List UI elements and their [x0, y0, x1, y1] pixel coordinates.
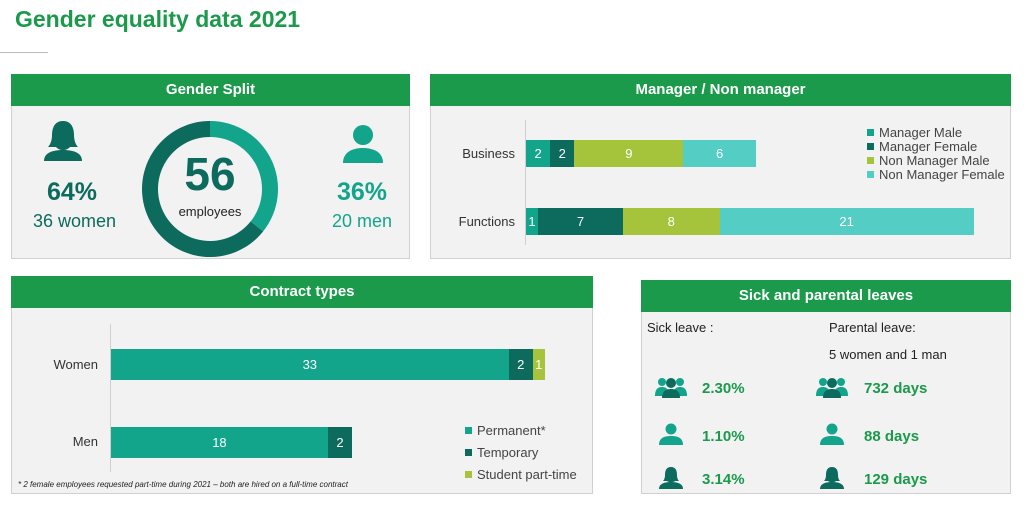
- bar-segment-manager-female: 2: [550, 140, 575, 167]
- contract-footnote: * 2 female employees requested part-time…: [18, 480, 348, 489]
- manager-legend: Manager Male Manager Female Non Manager Ma…: [867, 125, 1012, 185]
- contract-bar-row: 18 2: [111, 427, 551, 458]
- bar-segment-temporary: 2: [508, 349, 533, 380]
- employee-total-label: employees: [178, 204, 242, 219]
- legend-swatch: [867, 157, 874, 165]
- female-person-icon: [659, 467, 683, 489]
- legend-label: Manager Female: [879, 139, 978, 154]
- group-icon: [816, 378, 848, 398]
- donut-slice-men: [210, 121, 278, 232]
- contract-panel: Contract types Women Men 33 2 1 18 2 Perman…: [11, 276, 593, 494]
- sick-leave-value: 3.14%: [702, 471, 745, 488]
- manager-panel: Manager / Non manager Business Functions…: [430, 74, 1011, 259]
- men-count: 20 men: [331, 211, 393, 231]
- leaves-header: Sick and parental leaves: [641, 280, 1011, 312]
- contract-bar-row: 33 2 1: [111, 349, 551, 380]
- bar-segment-permanent: 33: [111, 349, 509, 380]
- legend-label: Manager Male: [879, 125, 963, 140]
- bar-segment-permanent: 18: [111, 427, 328, 458]
- legend-item: Non Manager Male: [867, 153, 990, 168]
- employee-total: 56: [184, 148, 236, 200]
- parental-leave-value: 129 days: [864, 471, 928, 488]
- legend-item: Student part-time: [465, 467, 577, 482]
- gender-split-header: Gender Split: [11, 74, 410, 106]
- men-percent: 36%: [336, 178, 388, 206]
- bar-segment-student-part-time: 1: [532, 349, 545, 380]
- legend-swatch: [465, 471, 472, 479]
- legend-swatch: [465, 427, 472, 435]
- parental-leave-value: 88 days: [864, 428, 920, 445]
- legend-label: Permanent*: [477, 423, 546, 438]
- women-percent: 64%: [46, 178, 98, 206]
- legend-label: Non Manager Female: [879, 167, 1005, 182]
- manager-bar-row: 1 7 8 21: [526, 208, 976, 235]
- gender-donut: [142, 121, 278, 257]
- parental-leave-detail: 5 women and 1 man: [829, 347, 947, 362]
- parental-leave-label: Parental leave:: [829, 320, 916, 335]
- legend-swatch: [867, 171, 874, 179]
- manager-category-label: Functions: [458, 214, 515, 229]
- manager-header: Manager / Non manager: [430, 74, 1011, 106]
- male-person-icon: [659, 423, 683, 445]
- legend-item: Manager Male: [867, 125, 962, 140]
- manager-axis: [525, 120, 526, 245]
- bar-segment-manager-male: 1: [526, 208, 539, 235]
- contract-axis: [110, 324, 111, 472]
- legend-swatch: [867, 143, 874, 151]
- legend-swatch: [465, 449, 472, 457]
- gender-split-panel: Gender Split 64% 36 women 56 employees 3…: [11, 74, 410, 259]
- contract-category-label: Women: [53, 357, 98, 372]
- bar-segment-non-manager-female: 6: [683, 140, 756, 167]
- legend-label: Student part-time: [477, 467, 577, 482]
- leaves-panel: Sick and parental leaves Sick leave : Pa…: [641, 280, 1011, 494]
- contract-header: Contract types: [11, 276, 593, 308]
- bar-segment-manager-female: 7: [538, 208, 623, 235]
- sick-leave-label: Sick leave :: [647, 320, 714, 335]
- bar-segment-non-manager-male: 8: [622, 208, 720, 235]
- bar-segment-non-manager-female: 21: [719, 208, 974, 235]
- legend-item: Temporary: [465, 445, 538, 460]
- bar-segment-non-manager-male: 9: [574, 140, 684, 167]
- female-person-icon: [44, 121, 82, 161]
- bar-segment-temporary: 2: [327, 427, 352, 458]
- legend-label: Non Manager Male: [879, 153, 990, 168]
- group-icon: [655, 378, 687, 398]
- legend-label: Temporary: [477, 445, 539, 460]
- male-person-icon: [343, 125, 383, 163]
- bar-segment-manager-male: 2: [526, 140, 551, 167]
- women-count: 36 women: [32, 211, 117, 231]
- legend-item: Permanent*: [465, 423, 546, 438]
- contract-category-label: Men: [72, 434, 98, 449]
- contract-legend: Permanent* Temporary Student part-time: [465, 423, 593, 489]
- parental-leave-value: 732 days: [864, 380, 928, 397]
- legend-item: Manager Female: [867, 139, 977, 154]
- legend-item: Non Manager Female: [867, 167, 1005, 182]
- female-person-icon: [820, 467, 844, 489]
- title-divider: [0, 52, 48, 53]
- page-title: Gender equality data 2021: [15, 6, 301, 32]
- male-person-icon: [820, 423, 844, 445]
- manager-category-label: Business: [462, 146, 515, 161]
- legend-swatch: [867, 129, 874, 137]
- sick-leave-value: 1.10%: [702, 428, 745, 445]
- sick-leave-value: 2.30%: [702, 380, 745, 397]
